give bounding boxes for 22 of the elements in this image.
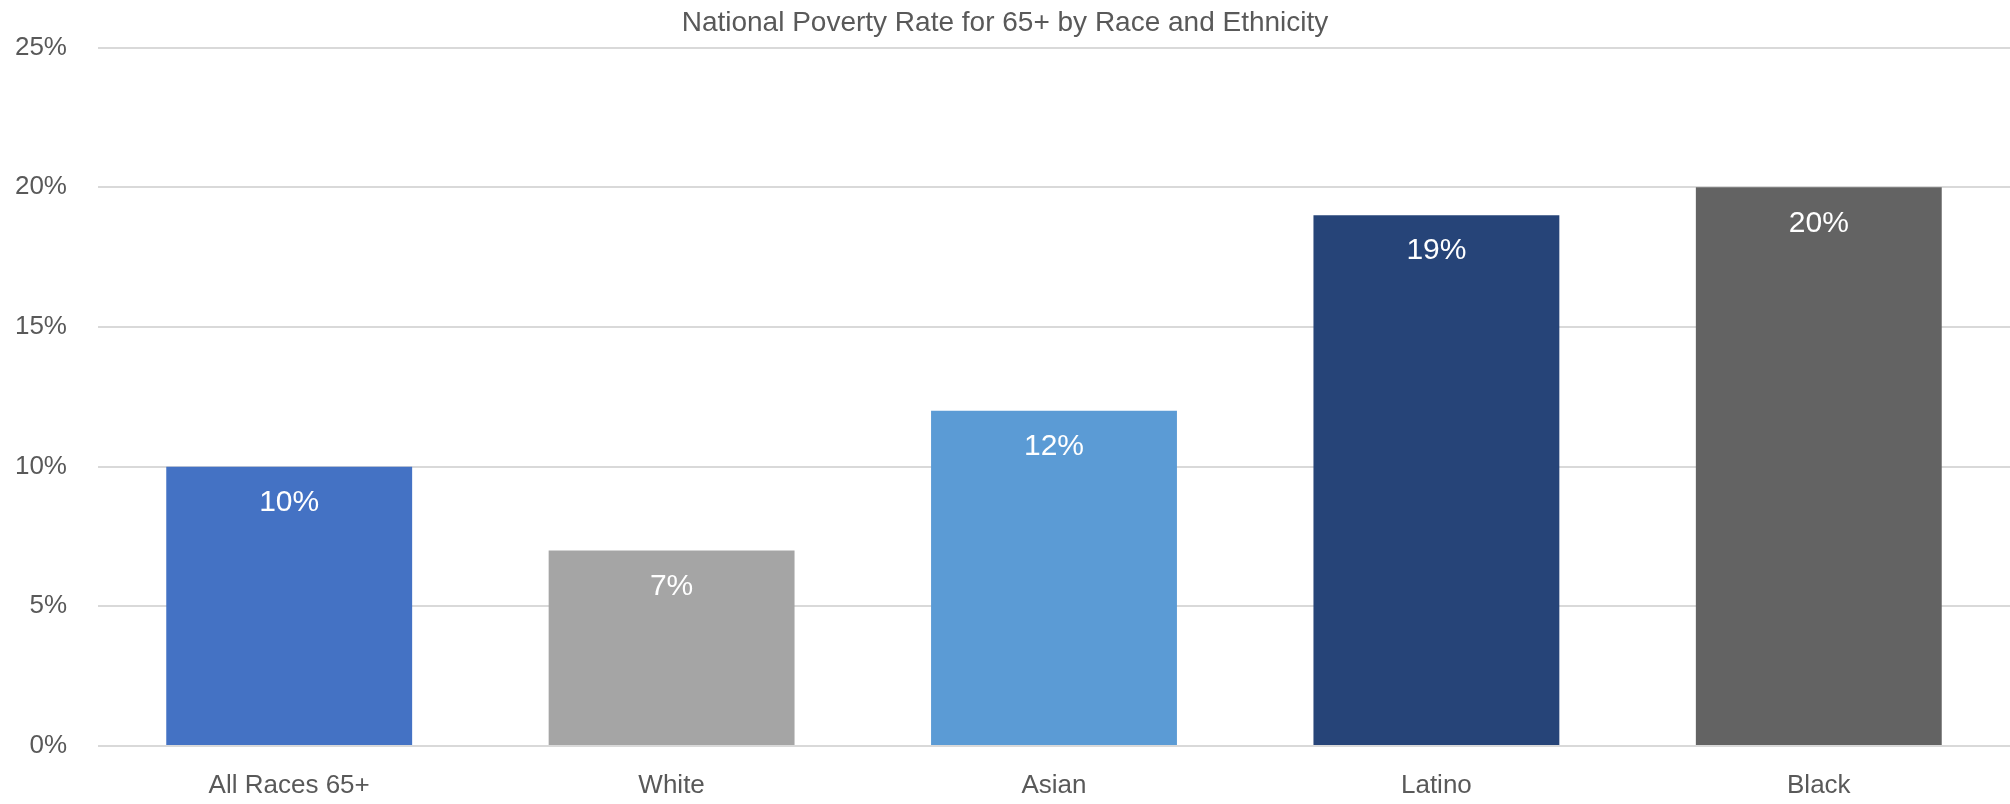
bar	[931, 410, 1177, 745]
bar	[166, 466, 413, 745]
data-label: 20%	[1788, 204, 1849, 238]
chart-title: National Poverty Rate for 65+ by Race and Ethnicity	[681, 5, 1329, 37]
data-label: 10%	[259, 483, 320, 517]
data-label: 12%	[1023, 428, 1085, 462]
x-tick-label: Asian	[1021, 768, 1087, 799]
data-label: 7%	[649, 567, 694, 601]
y-tick-label: 5%	[29, 589, 67, 620]
bar	[1313, 215, 1560, 745]
data-label: 19%	[1406, 232, 1467, 266]
x-tick-label: Latino	[1400, 768, 1472, 799]
y-tick-label: 0%	[29, 729, 67, 760]
x-tick-label: Black	[1787, 768, 1852, 799]
x-tick-label: White	[638, 768, 705, 799]
y-tick-label: 15%	[14, 310, 67, 341]
y-tick-label: 20%	[14, 170, 67, 201]
bar	[1695, 187, 1942, 745]
x-tick-label: All Races 65+	[208, 768, 370, 799]
bar	[548, 550, 795, 745]
y-tick-label: 10%	[14, 449, 67, 480]
y-tick-label: 25%	[14, 30, 67, 61]
